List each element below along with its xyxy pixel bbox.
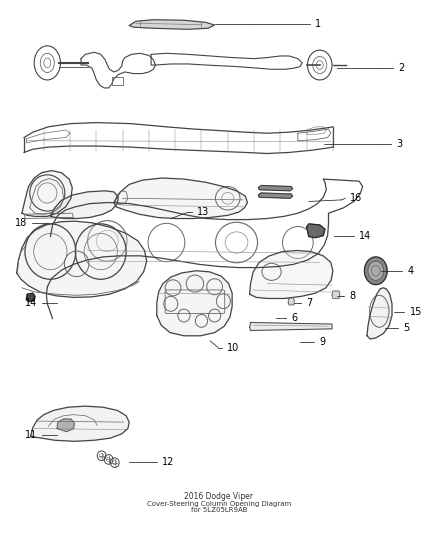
Polygon shape (307, 224, 325, 238)
Polygon shape (129, 20, 215, 29)
Text: 14: 14 (25, 298, 37, 308)
Text: 16: 16 (350, 193, 363, 203)
Text: 11: 11 (25, 431, 37, 440)
Text: 15: 15 (410, 307, 422, 317)
Polygon shape (17, 221, 147, 297)
Text: 13: 13 (197, 207, 209, 217)
Text: 9: 9 (320, 337, 326, 347)
Text: 1: 1 (315, 19, 321, 29)
Polygon shape (258, 193, 293, 198)
Text: 14: 14 (359, 231, 371, 240)
Polygon shape (57, 419, 74, 432)
Ellipse shape (368, 261, 384, 280)
Text: 18: 18 (15, 218, 27, 228)
Ellipse shape (364, 257, 387, 285)
Polygon shape (332, 291, 340, 298)
Polygon shape (31, 406, 129, 441)
Text: 2: 2 (399, 63, 405, 73)
Polygon shape (22, 171, 72, 216)
Polygon shape (250, 251, 333, 298)
Polygon shape (288, 297, 294, 305)
Polygon shape (258, 185, 293, 191)
Text: 5: 5 (403, 324, 409, 333)
Polygon shape (367, 288, 392, 339)
Text: for 5LZ05LR9AB: for 5LZ05LR9AB (191, 506, 247, 513)
Text: 4: 4 (407, 266, 413, 276)
Polygon shape (114, 178, 247, 219)
Text: 10: 10 (227, 343, 239, 352)
Text: 3: 3 (396, 139, 403, 149)
Polygon shape (157, 271, 232, 336)
Text: 12: 12 (162, 457, 174, 467)
Text: Cover-Steering Column Opening Diagram: Cover-Steering Column Opening Diagram (147, 500, 291, 507)
Text: 8: 8 (350, 292, 356, 301)
Text: 2016 Dodge Viper: 2016 Dodge Viper (184, 492, 254, 501)
Text: 7: 7 (307, 298, 313, 308)
Polygon shape (50, 191, 118, 219)
Polygon shape (26, 293, 35, 302)
Text: 6: 6 (291, 313, 297, 323)
Polygon shape (250, 322, 332, 330)
